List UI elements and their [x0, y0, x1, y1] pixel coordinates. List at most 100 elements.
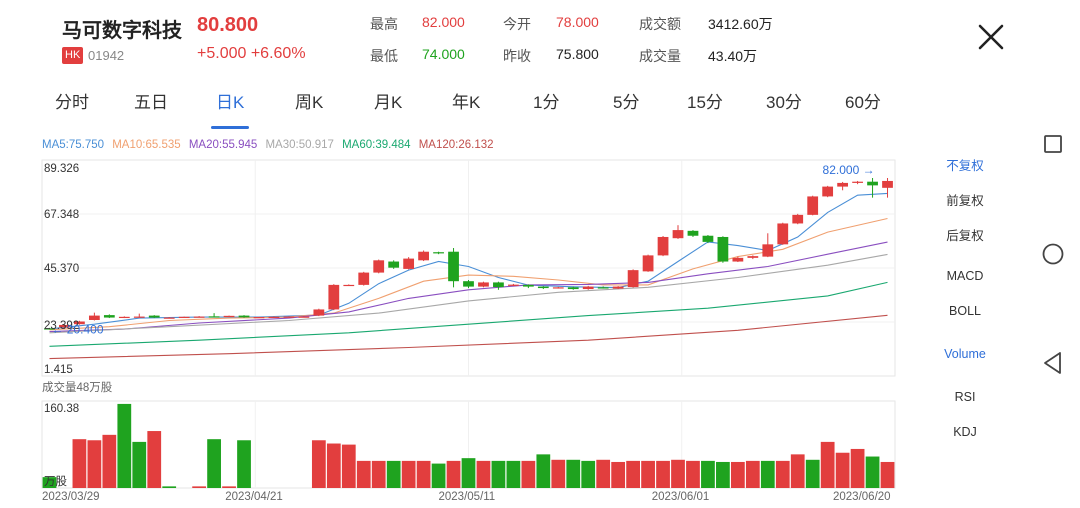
volume-bar	[865, 456, 880, 488]
quote-label: 最低	[370, 48, 398, 64]
quote-value: 43.40万	[708, 48, 758, 64]
ma-line-ma20	[49, 241, 888, 333]
menu-kdj[interactable]: KDJ	[953, 425, 977, 439]
candle-body	[283, 316, 295, 318]
tab-monthly-k[interactable]: 月K	[374, 93, 403, 112]
ma-line-ma60	[49, 281, 888, 347]
volume-bar	[311, 440, 326, 488]
x-axis-date-label: 2023/06/01	[652, 491, 710, 503]
candle-body	[163, 317, 175, 319]
tab-daily-k[interactable]: 日K	[216, 93, 245, 112]
y-axis-label: 67.348	[44, 209, 79, 221]
candle-body	[298, 316, 310, 318]
ma-line-ma30	[49, 253, 888, 334]
candle-body	[747, 256, 759, 258]
volume-bar	[87, 440, 102, 488]
ma-line-ma10	[49, 217, 888, 331]
x-axis-date-label: 2023/04/21	[225, 491, 283, 503]
volume-bar	[117, 403, 132, 488]
volume-bar	[416, 460, 431, 488]
volume-bar	[356, 460, 371, 488]
volume-bar	[716, 461, 730, 488]
ma20-label: MA20:55.945	[188, 139, 258, 151]
home-button[interactable]	[1041, 242, 1065, 271]
candle-body	[328, 284, 340, 310]
volume-bar	[371, 460, 386, 488]
triangle-back-icon	[1044, 352, 1061, 374]
volume-bar	[835, 452, 850, 488]
recent-apps-button[interactable]	[1043, 134, 1063, 159]
candle-body	[642, 255, 654, 272]
candle-body	[433, 252, 444, 254]
candle-body	[253, 317, 265, 319]
volume-bar	[671, 459, 685, 488]
candle-body	[582, 286, 594, 290]
tab-1min[interactable]: 1分	[533, 93, 560, 112]
candle-body	[777, 223, 789, 245]
tab-five-day[interactable]: 五日	[134, 93, 168, 112]
y-axis-label: 89.326	[44, 163, 79, 175]
volume-bar	[596, 459, 611, 488]
volume-bar	[326, 443, 341, 488]
back-button[interactable]	[1042, 351, 1064, 380]
menu-volume[interactable]: Volume	[944, 347, 986, 361]
quote-value: 75.800	[556, 46, 599, 62]
candle-body	[672, 230, 684, 239]
volume-bar	[476, 460, 491, 488]
tab-weekly-k[interactable]: 周K	[295, 93, 324, 112]
candle-body	[388, 261, 400, 268]
tab-yearly-k[interactable]: 年K	[452, 93, 481, 112]
volume-bar	[222, 486, 236, 488]
candle-body	[313, 309, 325, 316]
ma60-label: MA60:39.484	[342, 139, 411, 151]
menu-macd[interactable]: MACD	[946, 269, 984, 283]
max-price-marker: 82.000 →	[823, 163, 875, 177]
ma10-label: MA10:65.535	[112, 139, 181, 151]
candle-body	[208, 316, 220, 318]
quote-value: 78.000	[556, 14, 599, 30]
candle-body	[238, 315, 250, 318]
volume-bar	[686, 460, 700, 488]
candle-body	[493, 282, 504, 288]
menu-backward-adjust[interactable]: 后复权	[946, 229, 984, 243]
active-tab-indicator	[211, 126, 249, 129]
tab-60min[interactable]: 60分	[845, 93, 881, 112]
close-icon	[978, 24, 1004, 50]
candle-body	[867, 181, 878, 186]
x-axis-date-label: 2023/06/20	[833, 491, 891, 503]
volume-bar	[102, 434, 117, 488]
candle-body	[822, 186, 834, 197]
close-button[interactable]	[974, 20, 1008, 54]
tab-30min[interactable]: 30分	[766, 93, 802, 112]
tab-intraday[interactable]: 分时	[55, 93, 89, 112]
ma120-label: MA120:26.132	[418, 139, 494, 151]
candle-body	[552, 287, 564, 289]
quote-label: 今开	[503, 16, 531, 32]
candle-body	[59, 324, 70, 328]
quote-label: 昨收	[503, 48, 531, 64]
menu-forward-adjust[interactable]: 前复权	[946, 194, 984, 208]
menu-rsi[interactable]: RSI	[954, 390, 976, 404]
volume-bar	[611, 461, 626, 488]
volume-title: 成交量48万股	[42, 380, 113, 394]
menu-no-adjust[interactable]: 不复权	[946, 159, 984, 173]
market-badge: HK	[62, 47, 84, 64]
volume-bar	[730, 461, 745, 488]
volume-bar	[147, 431, 162, 488]
stock-header: 马可数字科技 80.800 HK 01942 +5.000 +6.60% 最高 …	[0, 0, 1080, 80]
menu-boll[interactable]: BOLL	[949, 304, 981, 318]
candle-body	[807, 196, 819, 215]
stock-name: 马可数字科技	[62, 20, 182, 42]
square-icon	[1044, 135, 1062, 153]
tab-15min[interactable]: 15分	[687, 93, 723, 112]
candle-body	[657, 236, 669, 256]
volume-bar	[341, 444, 356, 488]
candle-body	[88, 315, 100, 321]
price-change: +5.000 +6.60%	[197, 45, 306, 62]
volume-bar	[701, 460, 715, 488]
tab-5min[interactable]: 5分	[613, 93, 640, 112]
candle-body	[373, 260, 385, 273]
ma5-label: MA5:75.750	[42, 139, 105, 151]
candle-body	[403, 258, 415, 269]
candle-body	[74, 321, 85, 325]
